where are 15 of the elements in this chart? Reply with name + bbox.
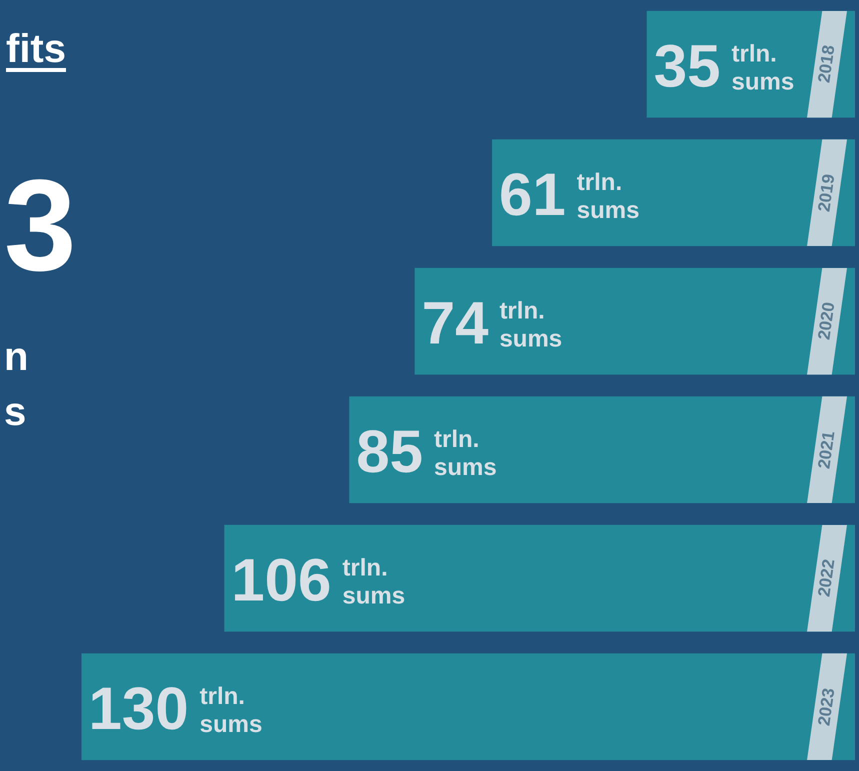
bar (414, 268, 855, 375)
y-tick-label: 2022 (814, 558, 840, 598)
y-tick-label: 2019 (814, 172, 840, 213)
bar (349, 396, 855, 504)
bar (224, 524, 855, 632)
y-tick-label: 2023 (814, 686, 840, 727)
text: n (4, 335, 28, 379)
text: fits (6, 27, 66, 71)
text: 3 (4, 152, 76, 298)
y-tick-label: 2020 (814, 301, 840, 342)
y-tick-label: 2018 (814, 44, 840, 84)
bar (492, 139, 855, 246)
y-tick-label: 2021 (814, 430, 840, 470)
bar (82, 653, 855, 760)
text: s (4, 390, 26, 434)
